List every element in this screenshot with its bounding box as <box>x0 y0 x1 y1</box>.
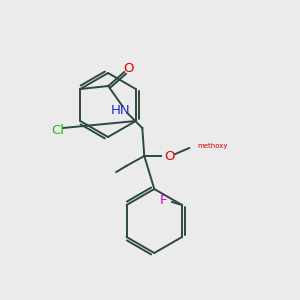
Text: Cl: Cl <box>52 124 64 137</box>
Text: F: F <box>160 194 168 208</box>
Text: methoxy: methoxy <box>197 143 228 149</box>
Text: O: O <box>164 149 175 163</box>
Text: O: O <box>123 61 134 74</box>
Text: HN: HN <box>110 104 130 118</box>
